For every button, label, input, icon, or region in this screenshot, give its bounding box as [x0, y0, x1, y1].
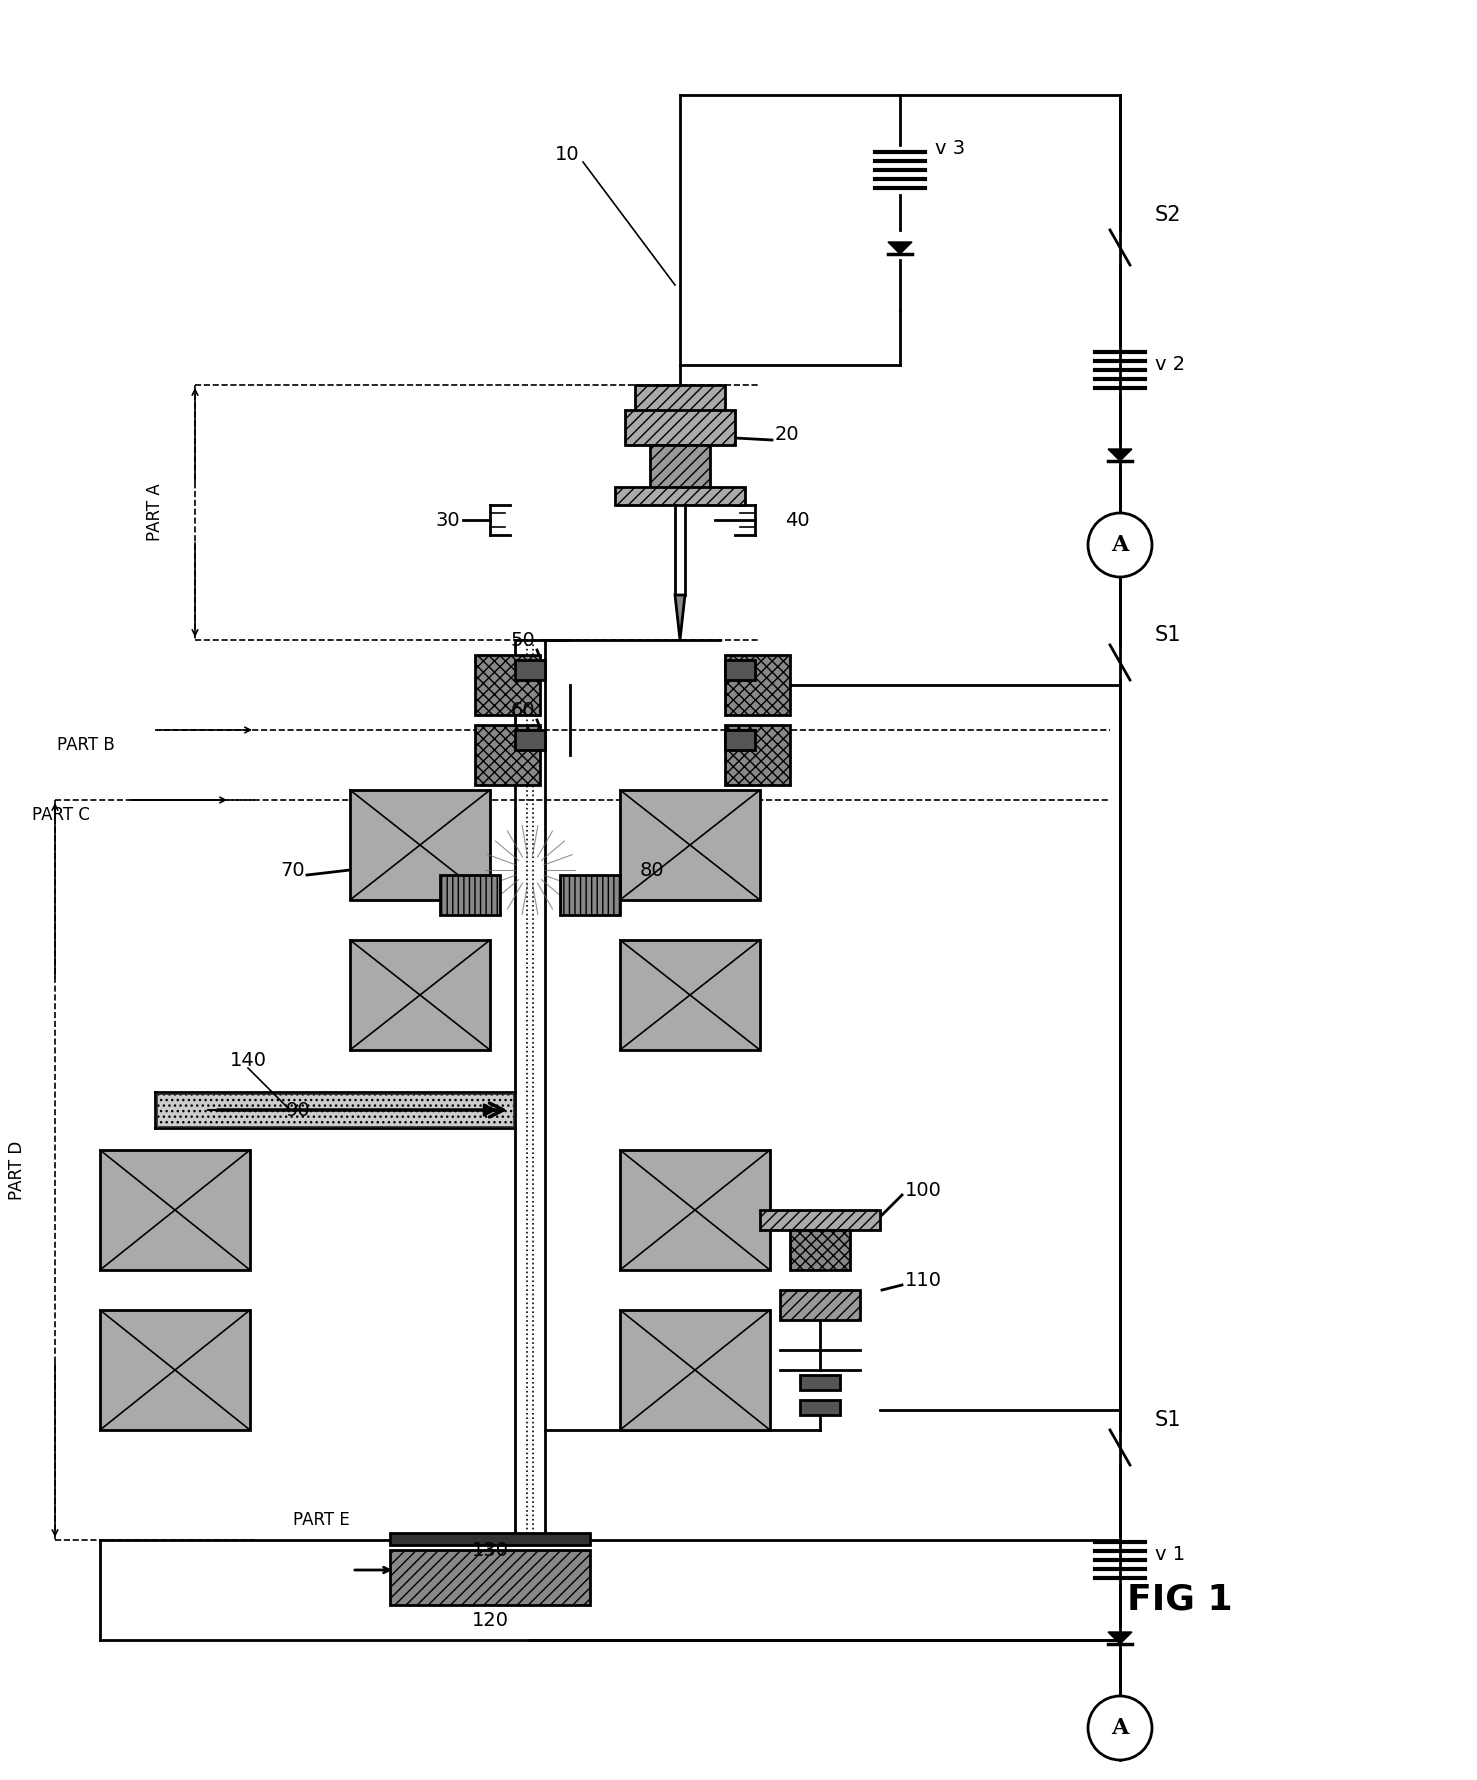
- Bar: [515, 730, 545, 749]
- Text: 70: 70: [281, 860, 304, 879]
- Polygon shape: [1108, 449, 1131, 461]
- Bar: [801, 1401, 840, 1415]
- Bar: [625, 409, 736, 445]
- Text: PART C: PART C: [32, 806, 90, 824]
- Bar: [620, 1150, 770, 1269]
- Text: 130: 130: [471, 1540, 508, 1559]
- Text: S2: S2: [1155, 205, 1182, 224]
- Bar: [390, 1533, 589, 1545]
- Bar: [801, 1374, 840, 1390]
- Polygon shape: [675, 595, 685, 641]
- Text: 90: 90: [285, 1100, 310, 1120]
- Text: 80: 80: [640, 860, 665, 879]
- Text: A: A: [1111, 534, 1128, 555]
- Text: PART D: PART D: [7, 1141, 27, 1200]
- Bar: [560, 876, 620, 915]
- Text: v 2: v 2: [1155, 356, 1185, 374]
- Bar: [620, 940, 761, 1050]
- Bar: [780, 1290, 860, 1321]
- Text: S1: S1: [1155, 1410, 1182, 1429]
- Bar: [350, 790, 490, 901]
- Text: 110: 110: [905, 1271, 942, 1289]
- Bar: [620, 790, 761, 901]
- Bar: [614, 488, 744, 506]
- Polygon shape: [888, 242, 911, 255]
- Bar: [515, 660, 545, 680]
- Text: S1: S1: [1155, 625, 1182, 644]
- Text: 120: 120: [471, 1611, 508, 1629]
- Text: 60: 60: [511, 701, 535, 719]
- Bar: [725, 660, 755, 680]
- Bar: [635, 384, 725, 415]
- Bar: [725, 730, 755, 749]
- Bar: [350, 940, 490, 1050]
- Text: 30: 30: [436, 511, 459, 529]
- Bar: [440, 876, 501, 915]
- Circle shape: [1089, 513, 1152, 577]
- Bar: [620, 1310, 770, 1429]
- Text: A: A: [1111, 1718, 1128, 1739]
- Bar: [390, 1550, 589, 1606]
- Text: 140: 140: [230, 1050, 267, 1070]
- Bar: [725, 724, 790, 785]
- Text: PART E: PART E: [294, 1511, 350, 1529]
- Bar: [650, 445, 710, 500]
- Text: 100: 100: [905, 1180, 942, 1200]
- Text: FIG 1: FIG 1: [1127, 1582, 1233, 1616]
- Text: 40: 40: [784, 511, 809, 529]
- Text: v 3: v 3: [935, 139, 964, 157]
- Text: 50: 50: [510, 630, 535, 650]
- Bar: [725, 655, 790, 716]
- Bar: [476, 724, 541, 785]
- Text: v 1: v 1: [1155, 1545, 1185, 1565]
- Text: 20: 20: [775, 425, 799, 445]
- Bar: [790, 1230, 849, 1269]
- Text: PART A: PART A: [146, 484, 164, 541]
- Text: PART B: PART B: [58, 735, 115, 755]
- Bar: [476, 655, 541, 716]
- Bar: [100, 1310, 250, 1429]
- Bar: [157, 1095, 513, 1127]
- Bar: [761, 1210, 880, 1230]
- Polygon shape: [1108, 1632, 1131, 1645]
- Text: 10: 10: [555, 146, 580, 164]
- Circle shape: [1089, 1696, 1152, 1760]
- Bar: [100, 1150, 250, 1269]
